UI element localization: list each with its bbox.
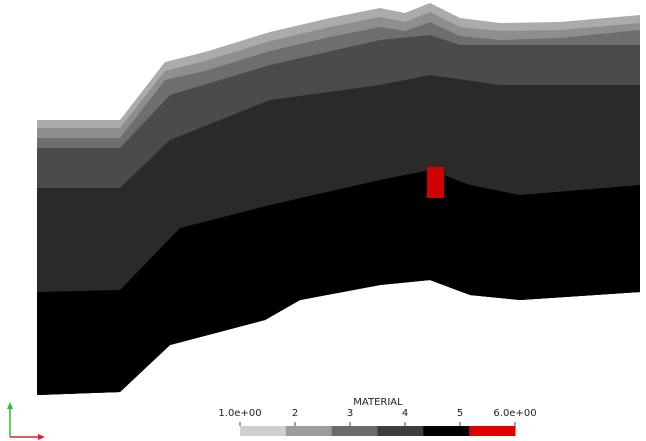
color-bin: [377, 426, 424, 436]
tick-label: 5: [457, 408, 463, 419]
color-bin: [469, 426, 516, 436]
tick-label: 1.0e+00: [218, 408, 261, 419]
tick-label: 6.0e+00: [493, 408, 536, 419]
scalar-bar: MATERIAL 1.0e+00 2 3 4 5 6.0e+00: [218, 397, 537, 436]
color-bin: [285, 426, 333, 436]
arrow-head: [7, 402, 13, 409]
color-bin: [423, 426, 470, 436]
color-bin: [240, 426, 287, 436]
tick-label: 2: [292, 408, 298, 419]
scalar-bar-title: MATERIAL: [353, 397, 403, 408]
block: [427, 167, 444, 198]
mesh: [37, 3, 640, 395]
tick-label: 4: [402, 408, 408, 419]
arrow-head: [38, 434, 45, 440]
axes-triad: [7, 402, 45, 440]
layer: [37, 170, 640, 395]
tick-label: 3: [347, 408, 353, 419]
color-bin: [331, 426, 378, 436]
